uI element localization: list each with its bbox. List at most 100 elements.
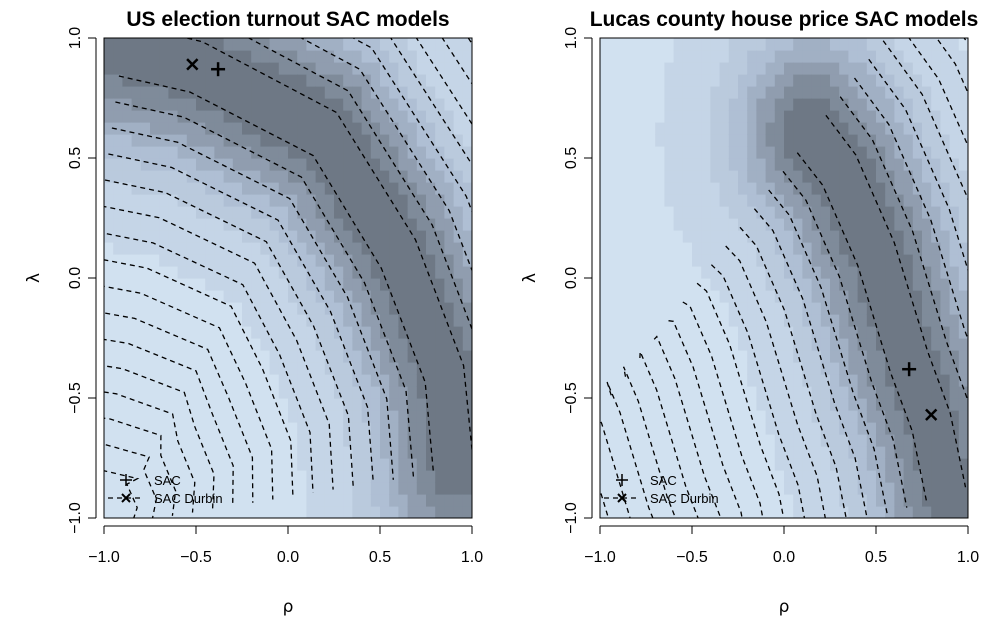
heatmap-cell	[177, 62, 188, 75]
heatmap-cell	[820, 38, 831, 51]
heatmap-cell	[839, 146, 849, 159]
heatmap-cell	[426, 182, 436, 195]
heatmap-cell	[150, 242, 160, 255]
heatmap-cell	[636, 422, 647, 435]
heatmap-cell	[719, 278, 730, 291]
heatmap-cell	[719, 134, 730, 147]
heatmap-cell	[848, 182, 859, 195]
heatmap-cell	[334, 446, 344, 459]
heatmap-cell	[150, 230, 160, 243]
heatmap-cell	[636, 86, 647, 99]
heatmap-cell	[370, 170, 381, 183]
heatmap-cell	[260, 98, 271, 111]
heatmap-cell	[306, 194, 317, 207]
heatmap-cell	[655, 254, 665, 267]
heatmap-cell	[407, 50, 418, 63]
heatmap-cell	[260, 458, 271, 471]
heatmap-cell	[122, 434, 133, 447]
heatmap-cell	[600, 206, 610, 219]
heatmap-cell	[609, 410, 619, 423]
heatmap-cell	[793, 302, 803, 315]
heatmap-cell	[453, 350, 464, 363]
heatmap-cell	[958, 74, 968, 87]
heatmap-cell	[765, 386, 776, 399]
heatmap-cell	[747, 230, 757, 243]
heatmap-cell	[324, 218, 335, 231]
heatmap-cell	[912, 182, 923, 195]
heatmap-cell	[324, 158, 335, 171]
heatmap-cell	[131, 110, 142, 123]
heatmap-cell	[380, 398, 390, 411]
heatmap-cell	[692, 194, 702, 207]
heatmap-cell	[931, 398, 941, 411]
heatmap-cell	[627, 458, 638, 471]
heatmap-cell	[866, 122, 877, 135]
heatmap-cell	[159, 146, 169, 159]
heatmap-cell	[940, 98, 951, 111]
heatmap-cell	[784, 494, 794, 507]
heatmap-cell	[609, 482, 619, 495]
heatmap-cell	[186, 506, 197, 518]
heatmap-cell	[655, 110, 665, 123]
heatmap-cell	[830, 110, 840, 123]
heatmap-cell	[444, 218, 455, 231]
heatmap-cell	[774, 158, 785, 171]
heatmap-cell	[232, 338, 243, 351]
heatmap-cell	[940, 38, 951, 51]
heatmap-cell	[830, 374, 840, 387]
heatmap-cell	[673, 170, 684, 183]
heatmap-cell	[361, 422, 372, 435]
heatmap-cell	[802, 218, 813, 231]
heatmap-cell	[820, 338, 831, 351]
heatmap-cell	[389, 302, 399, 315]
heatmap-cell	[288, 158, 298, 171]
heatmap-cell	[398, 434, 409, 447]
heatmap-cell	[839, 494, 849, 507]
heatmap-cell	[609, 494, 619, 507]
heatmap-cell	[462, 122, 472, 135]
heatmap-cell	[876, 470, 886, 483]
heatmap-cell	[627, 62, 638, 75]
heatmap-cell	[380, 110, 390, 123]
heatmap-cell	[269, 338, 280, 351]
heatmap-cell	[894, 494, 905, 507]
heatmap-cell	[747, 302, 757, 315]
heatmap-cell	[618, 110, 629, 123]
heatmap-cell	[352, 410, 363, 423]
heatmap-cell	[912, 458, 923, 471]
heatmap-cell	[958, 182, 968, 195]
heatmap-cell	[710, 38, 721, 51]
heatmap-cell	[940, 242, 951, 255]
heatmap-cell	[453, 458, 464, 471]
heatmap-cell	[131, 362, 142, 375]
heatmap-cell	[784, 434, 794, 447]
heatmap-cell	[416, 38, 427, 51]
heatmap-cell	[113, 386, 123, 399]
heatmap-cell	[104, 362, 114, 375]
heatmap-cell	[398, 506, 409, 518]
heatmap-cell	[765, 194, 776, 207]
heatmap-cell	[802, 386, 813, 399]
heatmap-cell	[747, 290, 757, 303]
heatmap-cell	[131, 134, 142, 147]
heatmap-cell	[223, 410, 234, 423]
heatmap-cell	[682, 482, 693, 495]
heatmap-cell	[196, 158, 206, 171]
heatmap-cell	[334, 134, 344, 147]
heatmap-cell	[756, 110, 767, 123]
heatmap-cell	[655, 158, 665, 171]
heatmap-cell	[830, 422, 840, 435]
heatmap-cell	[140, 218, 151, 231]
heatmap-cell	[747, 386, 757, 399]
heatmap-cell	[260, 218, 271, 231]
heatmap-cell	[306, 302, 317, 315]
heatmap-cell	[894, 38, 905, 51]
heatmap-cell	[931, 62, 941, 75]
heatmap-cell	[894, 278, 905, 291]
heatmap-cell	[774, 458, 785, 471]
heatmap-cell	[609, 146, 619, 159]
heatmap-cell	[802, 446, 813, 459]
heatmap	[600, 38, 968, 518]
heatmap-cell	[765, 398, 776, 411]
heatmap-cell	[673, 350, 684, 363]
